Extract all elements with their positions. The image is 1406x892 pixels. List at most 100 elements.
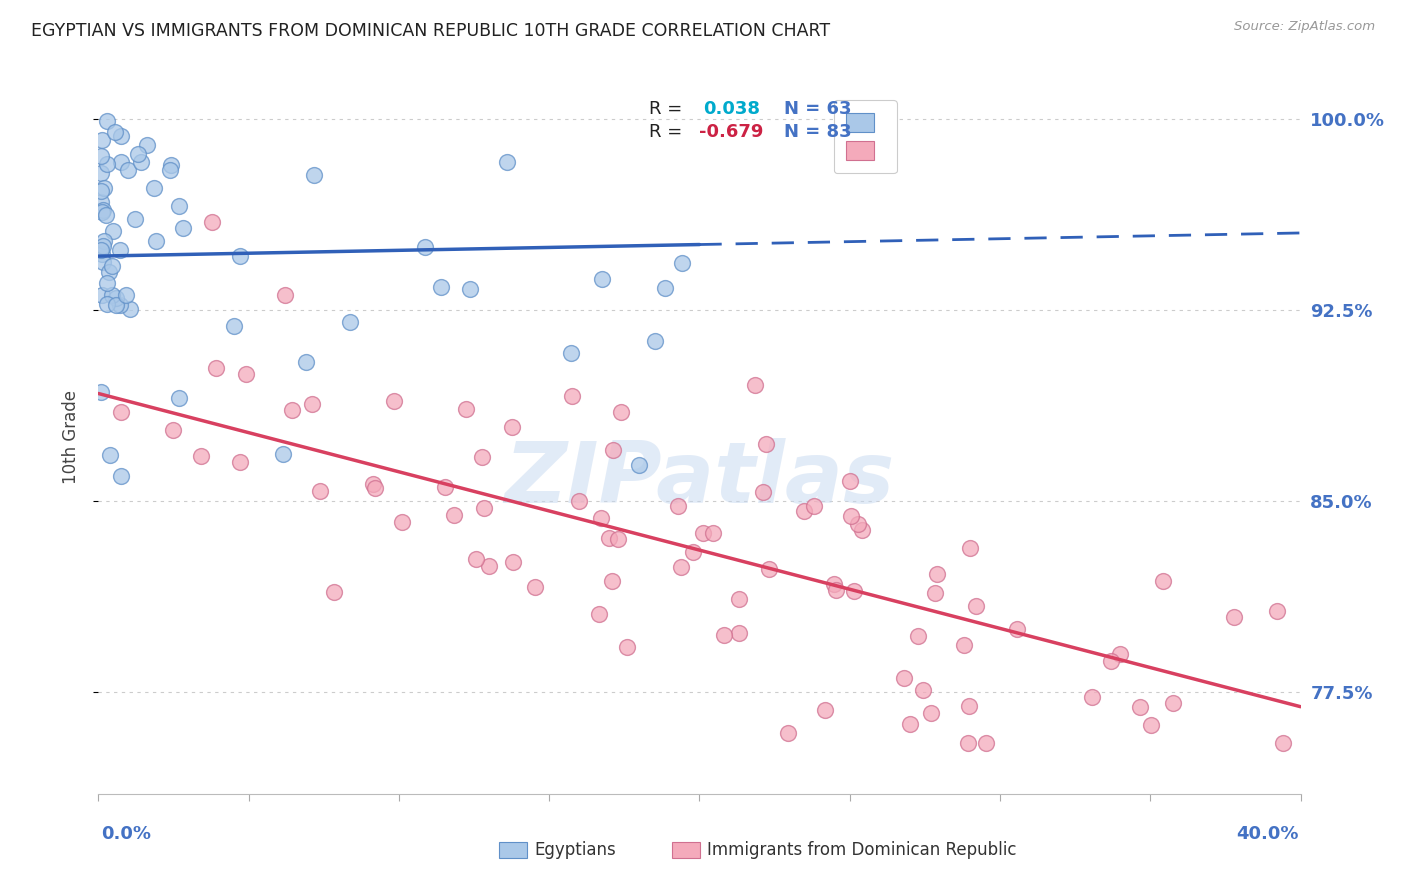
Point	[965, 599, 987, 613]
Point	[339, 315, 361, 329]
Point	[727, 591, 749, 606]
Point	[391, 516, 413, 530]
Point	[456, 401, 478, 416]
Point	[900, 717, 922, 731]
Point	[1152, 574, 1174, 588]
Point	[229, 455, 252, 469]
Point	[115, 288, 138, 302]
Point	[90, 133, 112, 147]
Point	[90, 195, 112, 210]
Point	[90, 184, 112, 198]
Text: R =: R =	[650, 100, 688, 118]
Text: 0.0%: 0.0%	[101, 825, 152, 843]
Point	[654, 280, 676, 294]
Point	[91, 202, 114, 217]
Point	[222, 318, 245, 333]
Text: -0.679: -0.679	[700, 123, 763, 141]
Point	[524, 580, 547, 594]
Point	[229, 249, 252, 263]
Point	[205, 361, 228, 376]
Point	[93, 181, 115, 195]
Point	[464, 552, 486, 566]
Point	[591, 272, 613, 286]
Point	[1101, 654, 1123, 668]
Point	[560, 346, 582, 360]
Point	[302, 168, 325, 182]
Point	[813, 703, 835, 717]
Point	[143, 181, 166, 195]
Point	[159, 158, 181, 172]
Point	[669, 560, 692, 574]
Point	[172, 221, 194, 235]
Point	[90, 149, 112, 163]
Point	[924, 586, 946, 600]
Point	[976, 736, 998, 750]
Point	[131, 155, 153, 169]
Point	[758, 562, 780, 576]
Point	[568, 493, 591, 508]
Point	[471, 450, 494, 464]
Text: R =: R =	[650, 123, 688, 141]
Point	[110, 129, 132, 144]
Point	[110, 468, 132, 483]
Point	[94, 208, 117, 222]
Point	[108, 244, 131, 258]
Point	[110, 405, 132, 419]
Point	[744, 378, 766, 392]
Point	[925, 566, 948, 581]
Point	[1129, 700, 1152, 714]
Point	[458, 282, 481, 296]
Point	[162, 423, 184, 437]
Point	[167, 199, 190, 213]
Point	[124, 212, 146, 227]
Point	[101, 259, 124, 273]
Point	[591, 510, 613, 524]
Text: N = 63: N = 63	[783, 100, 851, 118]
Point	[1005, 622, 1028, 636]
Point	[309, 484, 332, 499]
Point	[472, 501, 495, 516]
Point	[110, 298, 132, 312]
Point	[104, 125, 127, 139]
Point	[90, 166, 112, 180]
Point	[502, 556, 524, 570]
Point	[273, 447, 295, 461]
Point	[1272, 736, 1295, 750]
Point	[478, 558, 501, 573]
Point	[159, 163, 181, 178]
Point	[602, 443, 624, 458]
Point	[120, 301, 142, 316]
Point	[851, 523, 873, 537]
Point	[98, 265, 121, 279]
Point	[382, 394, 405, 409]
Text: 0.038: 0.038	[703, 100, 761, 118]
Bar	[672, 842, 700, 858]
Text: Source: ZipAtlas.com: Source: ZipAtlas.com	[1234, 20, 1375, 33]
Point	[561, 388, 583, 402]
Point	[1140, 718, 1163, 732]
Point	[666, 499, 689, 513]
Point	[110, 155, 132, 169]
Point	[1267, 604, 1289, 618]
Point	[96, 114, 118, 128]
Point	[755, 436, 778, 450]
Point	[1081, 690, 1104, 705]
Point	[1222, 610, 1244, 624]
Point	[90, 243, 112, 257]
Text: EGYPTIAN VS IMMIGRANTS FROM DOMINICAN REPUBLIC 10TH GRADE CORRELATION CHART: EGYPTIAN VS IMMIGRANTS FROM DOMINICAN RE…	[31, 22, 830, 40]
Point	[93, 234, 115, 248]
Text: N = 83: N = 83	[783, 123, 851, 141]
Point	[846, 516, 869, 531]
Point	[957, 699, 980, 714]
Point	[201, 215, 224, 229]
Point	[616, 640, 638, 655]
Point	[101, 288, 124, 302]
Text: ZIPatlas: ZIPatlas	[505, 438, 894, 522]
Point	[295, 354, 318, 368]
Point	[1109, 647, 1132, 661]
Point	[363, 476, 385, 491]
Point	[323, 585, 346, 599]
Point	[96, 157, 118, 171]
Point	[823, 576, 845, 591]
Text: Immigrants from Dominican Republic: Immigrants from Dominican Republic	[707, 841, 1017, 859]
